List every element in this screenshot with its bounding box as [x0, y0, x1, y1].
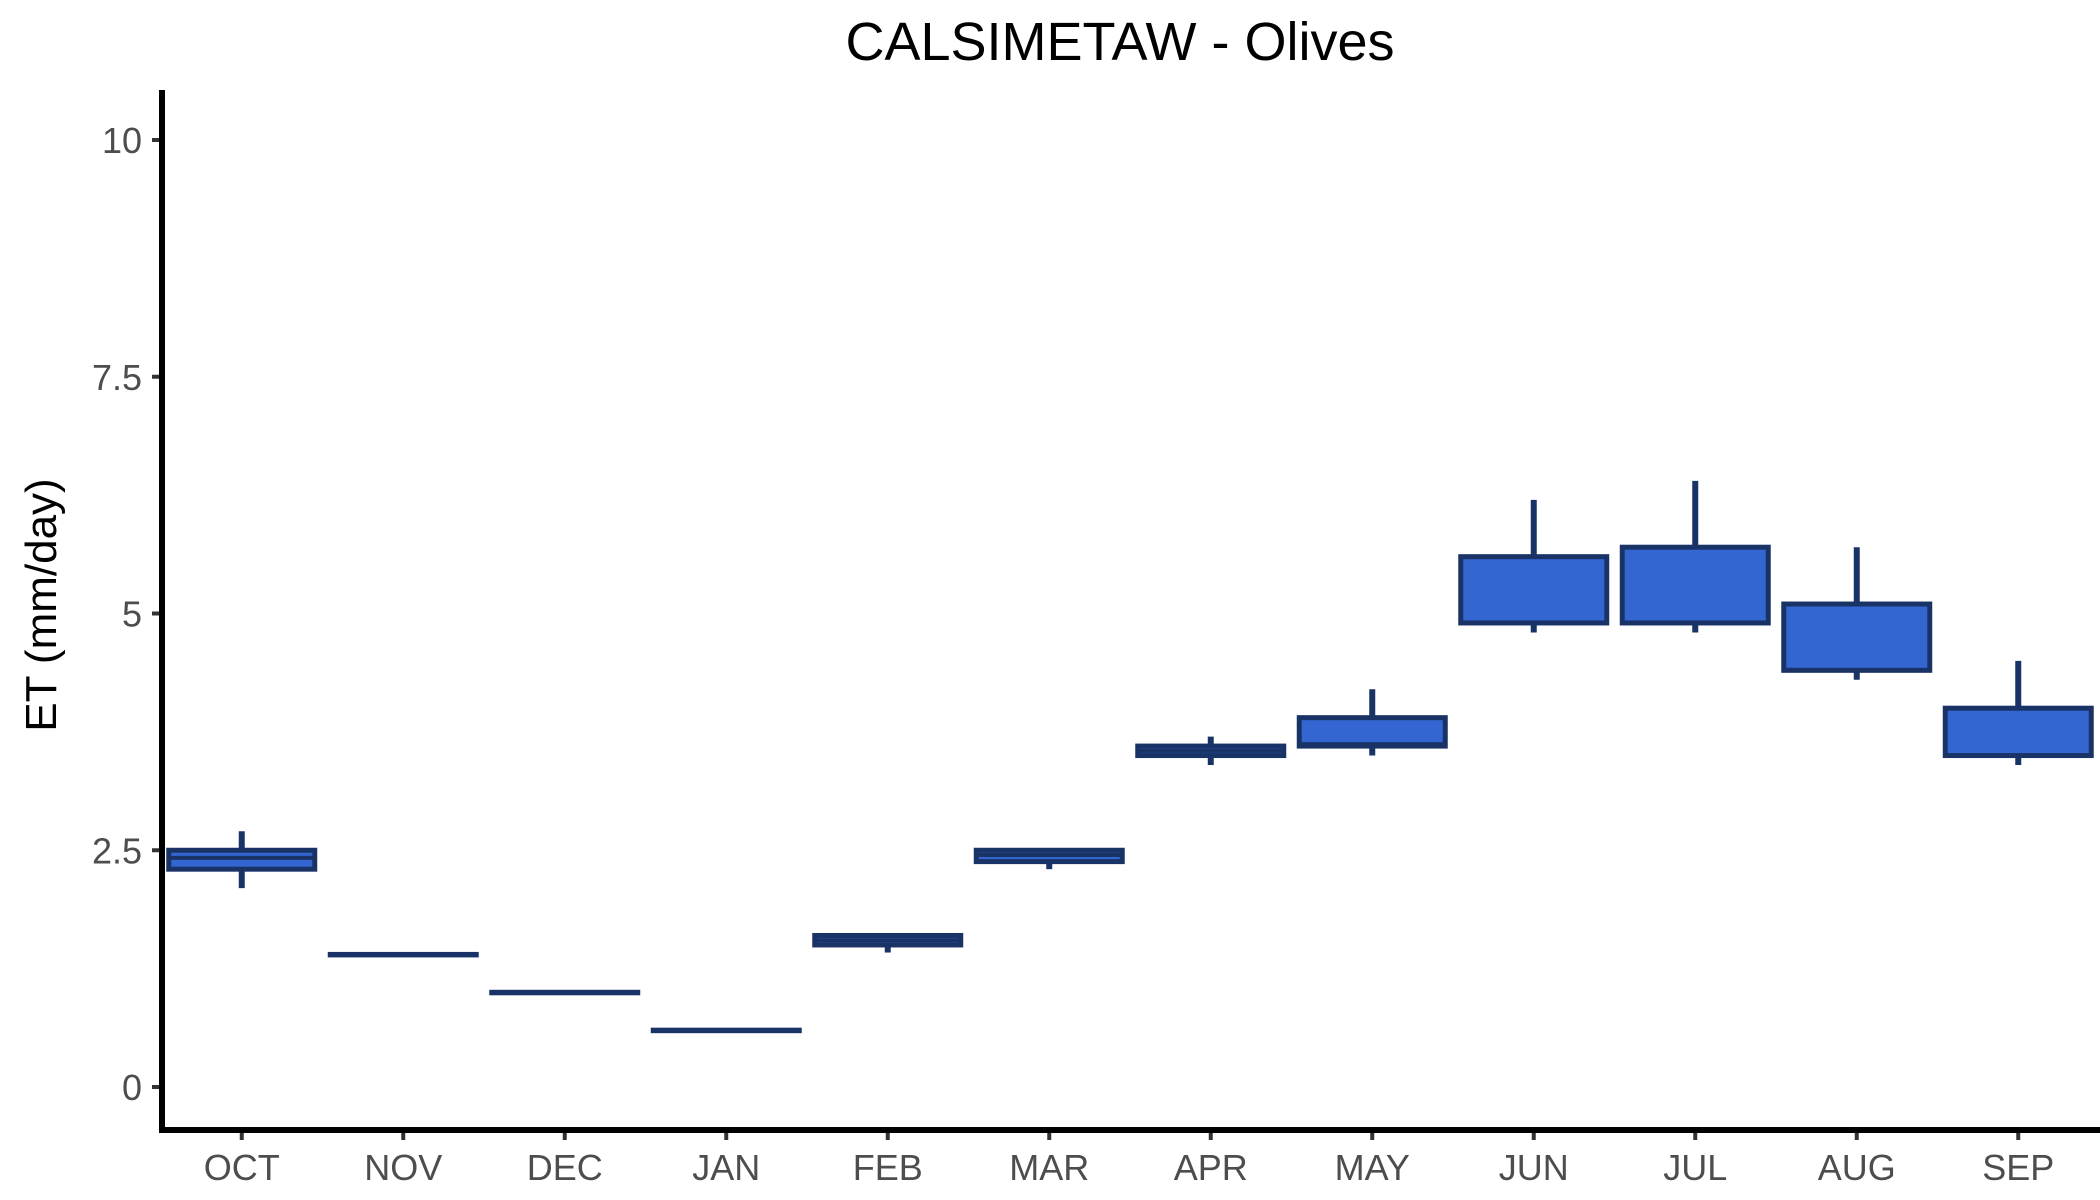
box-may: [1296, 689, 1448, 756]
x-tick-label: FEB: [853, 1147, 923, 1188]
x-tick-label: JAN: [692, 1147, 760, 1188]
box-body: [1781, 601, 1933, 673]
box-mar: [973, 847, 1125, 870]
x-tick-label: DEC: [527, 1147, 603, 1188]
y-tick-label: 7.5: [92, 357, 142, 398]
y-tick-label: 0: [122, 1067, 142, 1108]
x-tick-label: APR: [1174, 1147, 1248, 1188]
box-aug: [1781, 547, 1933, 680]
x-tick-label: SEP: [1982, 1147, 2054, 1188]
x-tick-label: NOV: [364, 1147, 442, 1188]
x-tick-label: MAR: [1009, 1147, 1089, 1188]
x-tick-label: AUG: [1818, 1147, 1896, 1188]
box-oct: [166, 831, 318, 889]
box-feb: [812, 932, 964, 953]
y-axis-ticks: 0 2.5 5 7.5 10: [92, 120, 162, 1108]
box-body: [1296, 715, 1448, 749]
box-body: [1942, 705, 2094, 759]
x-tick-label: MAY: [1335, 1147, 1410, 1188]
box-series: [166, 480, 2094, 1034]
box-dec: [489, 989, 641, 996]
y-tick-label: 5: [122, 594, 142, 635]
x-tick-label: JUL: [1663, 1147, 1727, 1188]
box-jul: [1619, 480, 1771, 633]
chart-title: CALSIMETAW - Olives: [845, 12, 1394, 72]
x-axis-ticks: OCT NOV DEC JAN FEB MAR APR MAY JUN JUL AUG SEP: [204, 1130, 2054, 1188]
y-tick-label: 10: [102, 120, 142, 161]
box-jan: [650, 1027, 802, 1034]
box-jun: [1458, 499, 1610, 633]
box-nov: [327, 951, 479, 958]
y-tick-label: 2.5: [92, 830, 142, 871]
box-body: [1619, 544, 1771, 626]
box-sep: [1942, 660, 2094, 766]
y-axis-title: ET (mm/day): [17, 478, 66, 731]
box-apr: [1135, 736, 1287, 766]
x-tick-label: JUN: [1499, 1147, 1569, 1188]
box-body: [1458, 554, 1610, 626]
x-tick-label: OCT: [204, 1147, 280, 1188]
